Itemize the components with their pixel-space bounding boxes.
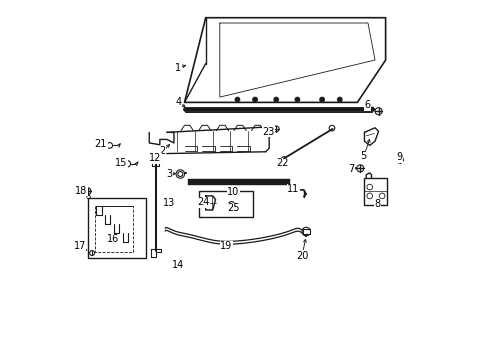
Text: 24: 24 <box>197 197 209 207</box>
Text: 21: 21 <box>95 139 107 149</box>
Text: 11: 11 <box>286 184 299 194</box>
Text: 5: 5 <box>360 151 366 161</box>
Text: 4: 4 <box>175 97 181 107</box>
Circle shape <box>294 97 299 102</box>
Text: 20: 20 <box>295 251 307 261</box>
Circle shape <box>176 170 184 178</box>
Text: 19: 19 <box>220 241 232 251</box>
Text: 25: 25 <box>226 203 239 213</box>
Bar <box>364 178 386 205</box>
Text: 14: 14 <box>172 260 184 270</box>
Text: 2: 2 <box>159 147 165 157</box>
Circle shape <box>175 260 183 268</box>
Bar <box>302 229 309 234</box>
Text: 13: 13 <box>163 198 175 208</box>
Circle shape <box>252 97 257 102</box>
Text: 1: 1 <box>175 63 181 73</box>
Bar <box>198 190 253 217</box>
Text: 12: 12 <box>148 153 161 163</box>
Text: 7: 7 <box>347 164 354 174</box>
Text: 18: 18 <box>75 186 87 195</box>
Text: 16: 16 <box>107 234 119 244</box>
Text: 8: 8 <box>374 199 380 209</box>
Text: 22: 22 <box>276 158 288 168</box>
Bar <box>87 198 145 258</box>
Circle shape <box>273 97 278 102</box>
Text: 9: 9 <box>395 152 401 162</box>
Circle shape <box>319 97 324 102</box>
Text: 6: 6 <box>364 100 369 110</box>
Text: 15: 15 <box>115 158 127 168</box>
Text: 17: 17 <box>73 241 86 251</box>
Text: 23: 23 <box>262 127 274 137</box>
Text: 3: 3 <box>166 169 172 179</box>
Circle shape <box>302 227 310 236</box>
Circle shape <box>337 97 342 102</box>
Circle shape <box>235 97 240 102</box>
Text: 10: 10 <box>226 186 239 197</box>
